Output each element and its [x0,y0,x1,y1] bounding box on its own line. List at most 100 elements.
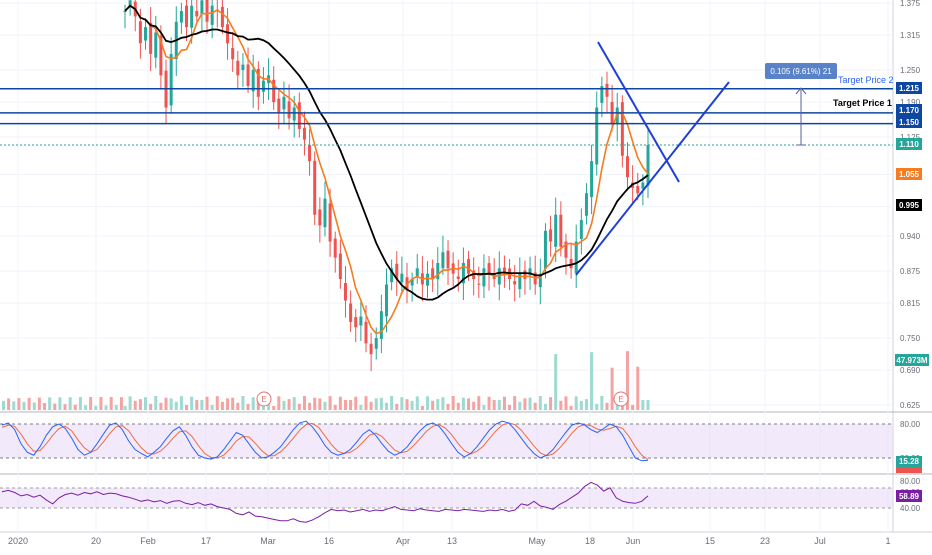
candle-body [528,268,532,276]
volume-bar [374,398,378,410]
rsi-line [1,481,649,523]
volume-bar [518,401,522,410]
volume-bar [641,399,645,410]
target-price-2-label: Target Price 2 [838,75,894,85]
svg-text:1.055: 1.055 [899,170,920,179]
candle-body [185,5,189,28]
volume-bar [415,396,419,410]
volume-bar [590,352,594,410]
level-tag-1170: 1.170 [896,104,922,116]
stochastic-pane [0,420,893,462]
volume-bar [349,399,353,410]
candle-body [410,279,414,286]
rsi-value-tag: 58.89 [896,490,922,502]
rsi-band [0,488,893,508]
candle-body [231,48,235,60]
earnings-marker-2-label: E [618,395,623,404]
axes: 1.375 1.315 1.250 1.190 1.125 1.055 0.995 0.940… [8,0,921,546]
price-tick-label: 1.315 [900,31,921,40]
volume-bar [159,402,163,410]
candle-body [277,98,281,113]
volume-bar [436,399,440,410]
level-tag-1150: 1.150 [896,116,922,128]
volume-bar [549,397,553,410]
candle-body [600,86,604,103]
candle-body [564,241,568,258]
volume-bar [379,397,383,410]
volume-bar [359,404,363,410]
time-tick-label: Apr [396,536,410,546]
volume-bar [246,403,250,410]
volume-bar [456,402,460,410]
volume-bar [405,399,409,410]
volume-bar [492,399,496,410]
volume-bar [584,399,588,410]
moving-averages [124,4,649,335]
candle-body [559,214,563,247]
time-tick-label: 20 [91,536,101,546]
svg-text:1.215: 1.215 [899,84,920,93]
candle-body [390,268,394,283]
candle-body [595,107,599,165]
price-tick-label: 0.875 [900,267,921,276]
volume-bar [420,405,424,410]
candle-body [415,268,419,277]
time-tick-label: 17 [201,536,211,546]
volume-bar [99,397,103,410]
candle-body [292,107,296,121]
volume-bar [343,399,347,410]
price-tick-label: 1.375 [900,0,921,8]
earnings-marker-1[interactable] [256,391,272,407]
candle-body [318,209,322,226]
volume-bar [636,366,640,410]
volume-bar [543,403,547,410]
stoch-value-tag-2 [896,467,922,473]
candle-body [374,338,378,349]
candle-body [261,80,265,92]
candle-body [272,79,276,103]
candle-body [138,21,142,44]
price-tick-label: 0.625 [900,401,921,410]
svg-text:1.150: 1.150 [899,118,920,127]
candle-body [195,10,199,17]
volume-bar [53,403,57,410]
price-tick-label: 0.690 [900,366,921,375]
svg-text:47.973M: 47.973M [896,356,927,365]
volume-bar [513,396,517,410]
volume-bar [564,396,568,410]
volume-bar [538,396,542,410]
volume-bar [395,403,399,410]
candle-body [426,273,430,286]
volume-bar [338,396,342,410]
candle-body [605,83,609,97]
volume-bar [508,404,512,410]
horizontal-levels [0,88,893,146]
candle-body [200,0,204,15]
candle-body [241,64,245,71]
earnings-marker-2[interactable] [613,391,629,407]
volume-bar [390,396,394,410]
candle-body [549,229,553,242]
price-tick-label: 1.125 [900,133,921,142]
volume-bar [313,397,317,410]
time-tick-label: 13 [447,536,457,546]
volume-bar [574,396,578,410]
volume-bar [631,404,635,410]
volume-bar [610,367,614,410]
time-tick-label: Jul [814,536,826,546]
volume-bar [215,396,219,410]
time-tick-label: May [528,536,546,546]
volume-bar [123,406,127,410]
candle-body [646,145,650,186]
volume-bar [210,404,214,410]
volume-bar [625,351,629,410]
volume-bar [220,401,224,410]
candle-body [456,276,460,280]
candle-body [625,156,629,178]
volume-bar [37,397,41,410]
price-tick-label: 1.250 [900,66,921,75]
candle-body [590,161,594,197]
price-axis-panel [893,0,932,532]
volume-bars [2,351,650,410]
